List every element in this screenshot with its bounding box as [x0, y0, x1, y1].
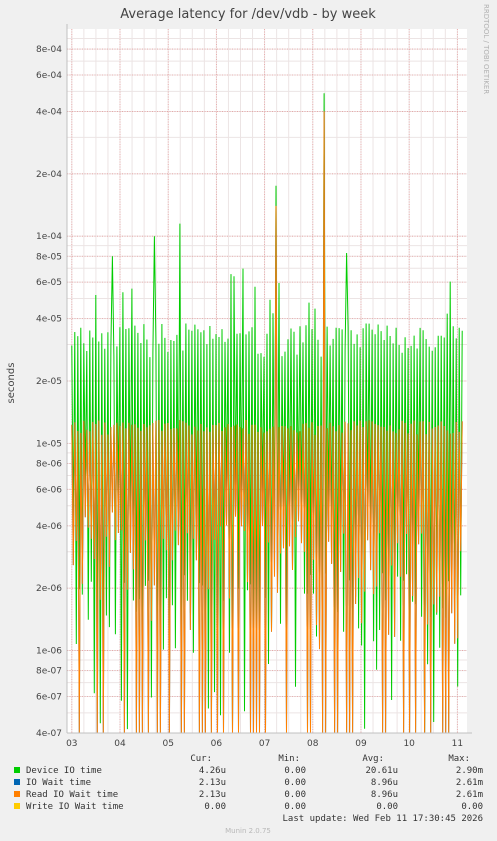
y-tick-label: 2e-06 [36, 584, 62, 594]
legend-header-cur: Cur: [190, 754, 212, 764]
y-tick-label: 2e-05 [36, 377, 62, 387]
legend-avg: 8.96u [371, 790, 398, 800]
legend-max: 2.61m [456, 790, 483, 800]
legend-min: 0.00 [284, 790, 306, 800]
y-tick-label: 1e-04 [36, 232, 62, 242]
y-tick-label: 6e-06 [36, 485, 62, 495]
legend-cur: 0.00 [204, 802, 226, 812]
x-tick-label: 08 [307, 739, 319, 749]
legend: Cur: Min: Avg: Max: Device IO time 4.26u… [14, 754, 483, 824]
y-tick-label: 1e-05 [36, 439, 62, 449]
series-layer [71, 93, 463, 734]
y-axis-label: seconds [6, 363, 17, 404]
legend-min: 0.00 [284, 802, 306, 812]
legend-label: IO Wait time [26, 778, 91, 788]
axes-layer [66, 24, 472, 734]
legend-header-min: Min: [278, 754, 300, 764]
side-label: RRDTOOL / TOBI OETIKER [482, 4, 490, 94]
legend-max: 0.00 [461, 802, 483, 812]
legend-cur: 2.13u [199, 778, 226, 788]
y-tick-label: 8e-05 [36, 252, 62, 262]
last-update: Last update: Wed Feb 11 17:30:45 2026 [283, 814, 483, 824]
legend-avg: 20.61u [365, 766, 398, 776]
legend-max: 2.90m [456, 766, 483, 776]
legend-swatch [14, 767, 20, 773]
y-tick-label: 4e-05 [36, 315, 62, 325]
x-tick-label: 06 [211, 739, 223, 749]
legend-header-max: Max: [448, 754, 470, 764]
y-tick-label: 6e-04 [36, 71, 62, 81]
x-tick-label: 03 [66, 739, 77, 749]
x-tick-label: 10 [403, 739, 415, 749]
x-tick-label: 05 [162, 739, 173, 749]
legend-min: 0.00 [284, 778, 306, 788]
y-tick-labels: 4e-07 6e-07 8e-07 1e-06 2e-06 4e-06 6e-06 8e-06… [36, 45, 62, 739]
legend-swatch [14, 779, 20, 785]
y-tick-label: 8e-07 [36, 667, 62, 677]
legend-swatch [14, 803, 20, 809]
y-tick-label: 2e-04 [36, 170, 62, 180]
legend-label: Write IO Wait time [26, 802, 124, 812]
y-tick-label: 8e-04 [36, 45, 62, 55]
x-tick-label: 07 [259, 739, 270, 749]
legend-header-avg: Avg: [362, 754, 384, 764]
legend-avg: 0.00 [376, 802, 398, 812]
x-tick-label: 09 [355, 739, 367, 749]
legend-cur: 4.26u [199, 766, 226, 776]
legend-label: Device IO time [26, 766, 102, 776]
y-tick-label: 8e-06 [36, 459, 62, 469]
y-tick-label: 4e-07 [36, 729, 62, 739]
y-tick-label: 4e-04 [36, 107, 62, 117]
chart-title: Average latency for /dev/vdb - by week [120, 7, 376, 22]
y-tick-label: 6e-05 [36, 278, 62, 288]
legend-max: 2.61m [456, 778, 483, 788]
y-tick-label: 1e-06 [36, 647, 62, 657]
legend-min: 0.00 [284, 766, 306, 776]
x-tick-label: 11 [452, 739, 463, 749]
legend-swatch [14, 791, 20, 797]
legend-label: Read IO Wait time [26, 790, 118, 800]
y-tick-label: 6e-07 [36, 693, 62, 703]
x-tick-label: 04 [114, 739, 126, 749]
footer: Munin 2.0.75 [225, 827, 271, 835]
legend-cur: 2.13u [199, 790, 226, 800]
y-tick-label: 4e-06 [36, 522, 62, 532]
series-line-read-io-wait-time [71, 111, 463, 734]
x-tick-labels: 03 04 05 06 07 08 09 10 11 [66, 739, 463, 749]
legend-avg: 8.96u [371, 778, 398, 788]
